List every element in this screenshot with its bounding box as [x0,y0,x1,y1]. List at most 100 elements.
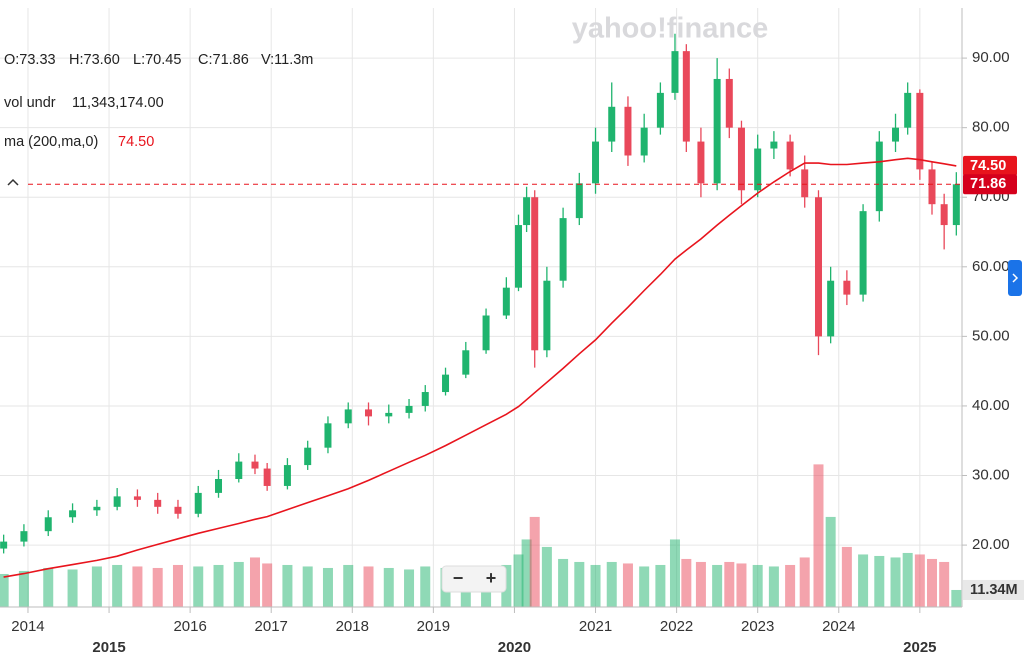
volume-badge-label: 11.34M [970,582,1018,598]
candle-body [754,148,762,191]
candle-body [20,531,28,542]
y-tick-label: 80.00 [972,119,1010,136]
y-axis: 20.0030.0040.0050.0060.0070.0080.0090.00… [11,49,1024,656]
candle-body [365,409,373,417]
x-tick-label: 2023 [741,618,774,635]
candle-body [859,211,867,295]
volume-bar [213,564,224,607]
candle-body [405,405,413,413]
side-tab[interactable] [1008,260,1022,296]
candle-body [543,280,551,351]
x-tick-label: 2016 [173,618,206,635]
volume-bar [262,563,273,607]
candle-body [462,350,470,375]
volume-bar [249,557,260,607]
volume-bar [322,567,333,607]
candle-body [482,315,490,351]
candle-body [133,496,141,500]
volume-bar [67,569,78,607]
volume-bar [890,557,901,607]
volume-bar [132,566,143,607]
zoom-in[interactable]: + [486,568,497,588]
legend-volume: V:11.3m [261,52,313,68]
volume-bar [813,464,824,607]
volume-bar [521,539,532,607]
x-tick-label: 2018 [336,618,369,635]
candle-body [523,197,531,226]
y-tick-label: 50.00 [972,327,1010,344]
candle-body [531,197,539,351]
candle-body [640,127,648,156]
zoom-out[interactable]: − [453,568,464,588]
legend: O:73.33 H:73.60 L:70.45 C:71.86 V:11.3m … [4,52,313,186]
candle-body [916,92,924,170]
candle-body [713,78,721,184]
legend-vol-undr-value: 11,343,174.00 [72,95,164,111]
candle-body [624,106,632,156]
volume-bar [172,564,183,607]
volume-bar [233,561,244,607]
ma-badge-label: 74.50 [970,158,1006,174]
candle-layer [0,33,960,554]
candle-body [737,127,745,191]
volume-bar [785,564,796,607]
y-tick-label: 60.00 [972,258,1010,275]
volume-bar [0,573,9,607]
moving-average-line [3,157,957,578]
x-tick-label: 2019 [417,618,450,635]
candle-body [69,510,77,518]
volume-bar [874,555,885,607]
legend-vol-undr: vol undr [4,95,56,111]
volume-bar [736,563,747,607]
volume-bar [112,564,123,607]
y-tick-label: 20.00 [972,536,1010,553]
watermark: yahoo!finance [572,13,769,45]
volume-bar [669,539,680,607]
candle-body [682,51,690,142]
volume-bar [724,561,735,607]
volume-bar [91,566,102,607]
collapse-icon[interactable] [7,178,19,186]
y-tick-label: 90.00 [972,49,1010,66]
candle-body [93,506,101,511]
candle-body [251,461,259,469]
volume-bar [639,566,650,607]
candle-body [559,218,567,281]
legend-high: H:73.60 [69,52,120,68]
candle-body [514,225,522,288]
side-tab-icon [1012,273,1019,283]
y-tick-label: 40.00 [972,397,1010,414]
side-tab-button[interactable] [1008,260,1022,296]
volume-bar [513,554,524,607]
volume-bar [343,564,354,607]
candle-body [215,478,223,493]
overlay-layer [3,157,962,578]
volume-bar [695,561,706,607]
volume-bar [939,561,950,607]
x-tick-label: 2022 [660,618,693,635]
volume-bar [799,557,810,607]
candle-body [283,465,291,486]
price-badge-label: 71.86 [970,176,1006,192]
volume-bar [404,569,415,607]
candle-body [194,492,202,514]
candle-body [324,423,332,448]
candle-body [671,51,679,93]
candle-body [174,506,182,514]
grid [0,8,962,607]
legend-low: L:70.45 [133,52,181,68]
volume-bar [383,567,394,607]
x-tick-label: 2014 [11,618,44,635]
candle-body [421,392,429,406]
volume-bar [363,566,374,607]
y-tick-label: 30.00 [972,466,1010,483]
zoom-control: − + [441,565,507,593]
candle-body [442,374,450,393]
candle-body [344,409,352,424]
volume-bar [951,589,962,607]
candle-body [575,183,583,219]
candle-body [770,141,778,149]
candle-body [940,204,948,226]
volume-bar [606,561,617,607]
